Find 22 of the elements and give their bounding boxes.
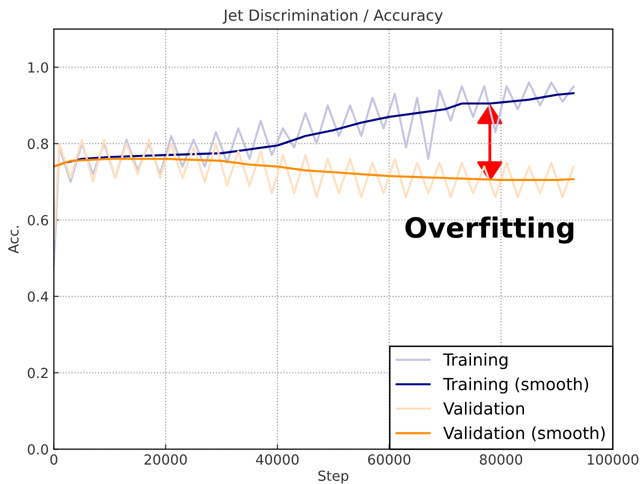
- x-tick-label: 0: [50, 454, 58, 465]
- x-tick-label: 100000: [588, 454, 638, 465]
- chart-title: Jet Discrimination / Accuracy: [222, 9, 443, 24]
- x-axis-title: Step: [318, 470, 348, 484]
- x-tick-label: 80000: [480, 454, 522, 465]
- x-tick-label: 20000: [144, 454, 187, 465]
- line-series: [54, 81, 575, 267]
- y-tick-label: 0.6: [28, 214, 48, 226]
- x-tick-label: 40000: [256, 454, 299, 465]
- y-tick-label: 0.2: [28, 368, 48, 378]
- legend-label: Training: [443, 352, 508, 370]
- y-tick-label: 0.8: [28, 138, 48, 150]
- y-tick-label: 0.0: [28, 444, 48, 455]
- legend-label: Validation (smooth): [443, 426, 605, 442]
- y-axis-title: Acc.: [8, 226, 19, 254]
- annotation: Overfitting: [405, 216, 574, 244]
- y-tick-label: 1.0: [28, 62, 48, 73]
- line-series: [54, 158, 575, 181]
- x-tick-label: 60000: [368, 454, 410, 465]
- y-tick-label: 0.4: [28, 291, 48, 302]
- legend-label: Validation: [443, 402, 524, 415]
- legend-label: Training (smooth): [443, 377, 588, 394]
